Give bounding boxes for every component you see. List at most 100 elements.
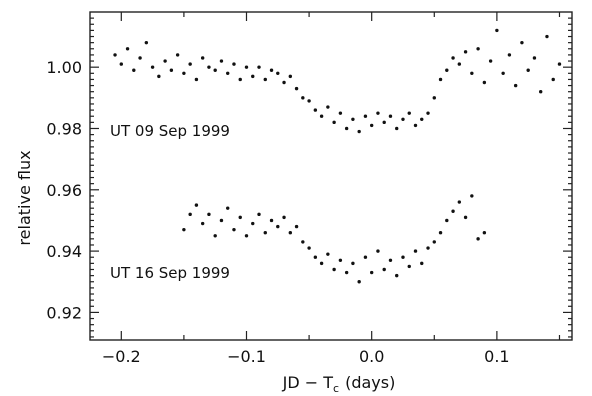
data-point-series-1 [200,56,205,60]
data-point-series-1 [232,62,236,66]
data-point-series-2 [319,261,324,266]
data-point-series-1 [276,71,280,76]
data-point-series-1 [470,71,474,76]
data-point-series-2 [238,215,242,220]
x-axis-label-main: JD − T [282,373,334,392]
x-tick-label: 0.0 [359,347,384,366]
data-point-series-1 [257,65,261,69]
data-point-series-2 [307,246,311,250]
data-point-series-2 [376,249,380,253]
data-point-series-2 [326,252,330,256]
data-point-series-1 [426,111,430,115]
data-point-series-2 [338,258,343,262]
axis-ticks [90,12,572,340]
data-point-series-1 [432,96,436,100]
data-point-series-1 [532,56,537,60]
data-point-series-1 [482,80,487,85]
plot-frame [89,11,573,341]
data-point-series-1 [319,114,324,118]
data-point-series-1 [520,40,524,45]
data-point-series-1 [501,71,505,76]
data-point-series-2 [182,227,186,232]
data-point-series-1 [238,77,242,82]
data-point-series-2 [369,270,374,275]
data-point-series-1 [326,105,330,109]
data-point-series-1 [207,65,211,69]
series-label-ut-16-sep-1999: UT 16 Sep 1999 [110,264,230,282]
data-point-series-1 [545,34,549,39]
data-point-series-1 [507,53,512,57]
data-point-series-1 [463,50,468,54]
tick-labels: −0.2 −0.1 0.0 0.1 0.92 0.94 0.96 0.98 1.00 [46,58,509,366]
data-point-series-2 [382,267,386,272]
data-point-series-1 [263,77,267,82]
data-point-series-1 [526,68,530,72]
data-point-series-1 [226,71,230,76]
data-point-series-2 [401,255,405,259]
data-point-series-1 [457,62,462,66]
data-point-series-1 [338,111,343,115]
data-point-series-1 [219,59,224,63]
data-point-series-2 [426,246,430,250]
data-point-series-1 [169,68,174,72]
data-point-series-1 [351,117,355,121]
data-point-series-1 [244,65,249,69]
data-point-series-1 [288,74,293,79]
x-axis-label: JD − Tc (days) [282,373,396,395]
y-tick-label: 0.92 [46,303,82,322]
data-point-series-1 [332,120,336,125]
series-label-ut-09-sep-1999: UT 09 Sep 1999 [110,122,230,140]
data-point-series-1 [294,86,299,91]
data-point-series-2 [269,218,274,223]
y-axis-label: relative flux [15,150,34,245]
data-point-series-2 [432,240,436,244]
data-point-series-1 [395,126,399,131]
data-point-series-1 [194,77,199,82]
data-point-series-1 [119,62,123,66]
data-point-series-2 [251,221,255,226]
data-point-series-1 [488,59,493,63]
data-point-series-2 [351,261,355,266]
data-point-series-1 [388,114,393,118]
data-point-series-2 [213,234,217,238]
data-point-series-2 [388,258,393,262]
x-axis-label-subscript: c [333,382,339,395]
data-point-series-1 [369,123,374,128]
data-point-series-1 [357,129,361,134]
data-point-series-2 [413,249,418,253]
data-point-series-2 [288,231,293,235]
data-point-series-2 [457,200,462,204]
data-point-series-1 [157,74,161,79]
data-point-series-1 [113,53,117,57]
data-point-series-1 [307,99,311,103]
data-point-series-1 [363,114,368,118]
data-point-series-1 [301,96,305,100]
data-point-series-1 [401,117,405,121]
x-tick-label: −0.2 [102,347,141,366]
data-point-series-2 [332,267,336,272]
data-point-series-2 [482,231,487,235]
data-point-series-2 [407,264,411,269]
data-point-series-2 [344,270,349,275]
data-point-series-2 [438,231,443,235]
data-point-series-1 [251,74,255,79]
y-tick-label: 0.98 [46,119,82,138]
data-point-series-1 [163,59,167,63]
data-point-series-1 [313,108,318,112]
data-point-series-1 [557,62,562,66]
data-point-series-2 [463,215,468,220]
y-tick-label: 0.94 [46,242,82,261]
data-point-series-2 [257,212,261,217]
data-point-series-2 [476,237,480,241]
data-point-series-1 [213,68,217,72]
data-point-series-2 [395,273,399,278]
data-point-series-1 [344,126,349,131]
data-point-series-2 [420,261,424,266]
data-point-series-2 [451,209,455,213]
data-point-series-2 [263,231,267,235]
data-point-series-1 [495,28,499,33]
data-point-series-2 [200,221,205,226]
data-point-series-1 [144,40,149,45]
data-point-series-1 [476,47,480,51]
